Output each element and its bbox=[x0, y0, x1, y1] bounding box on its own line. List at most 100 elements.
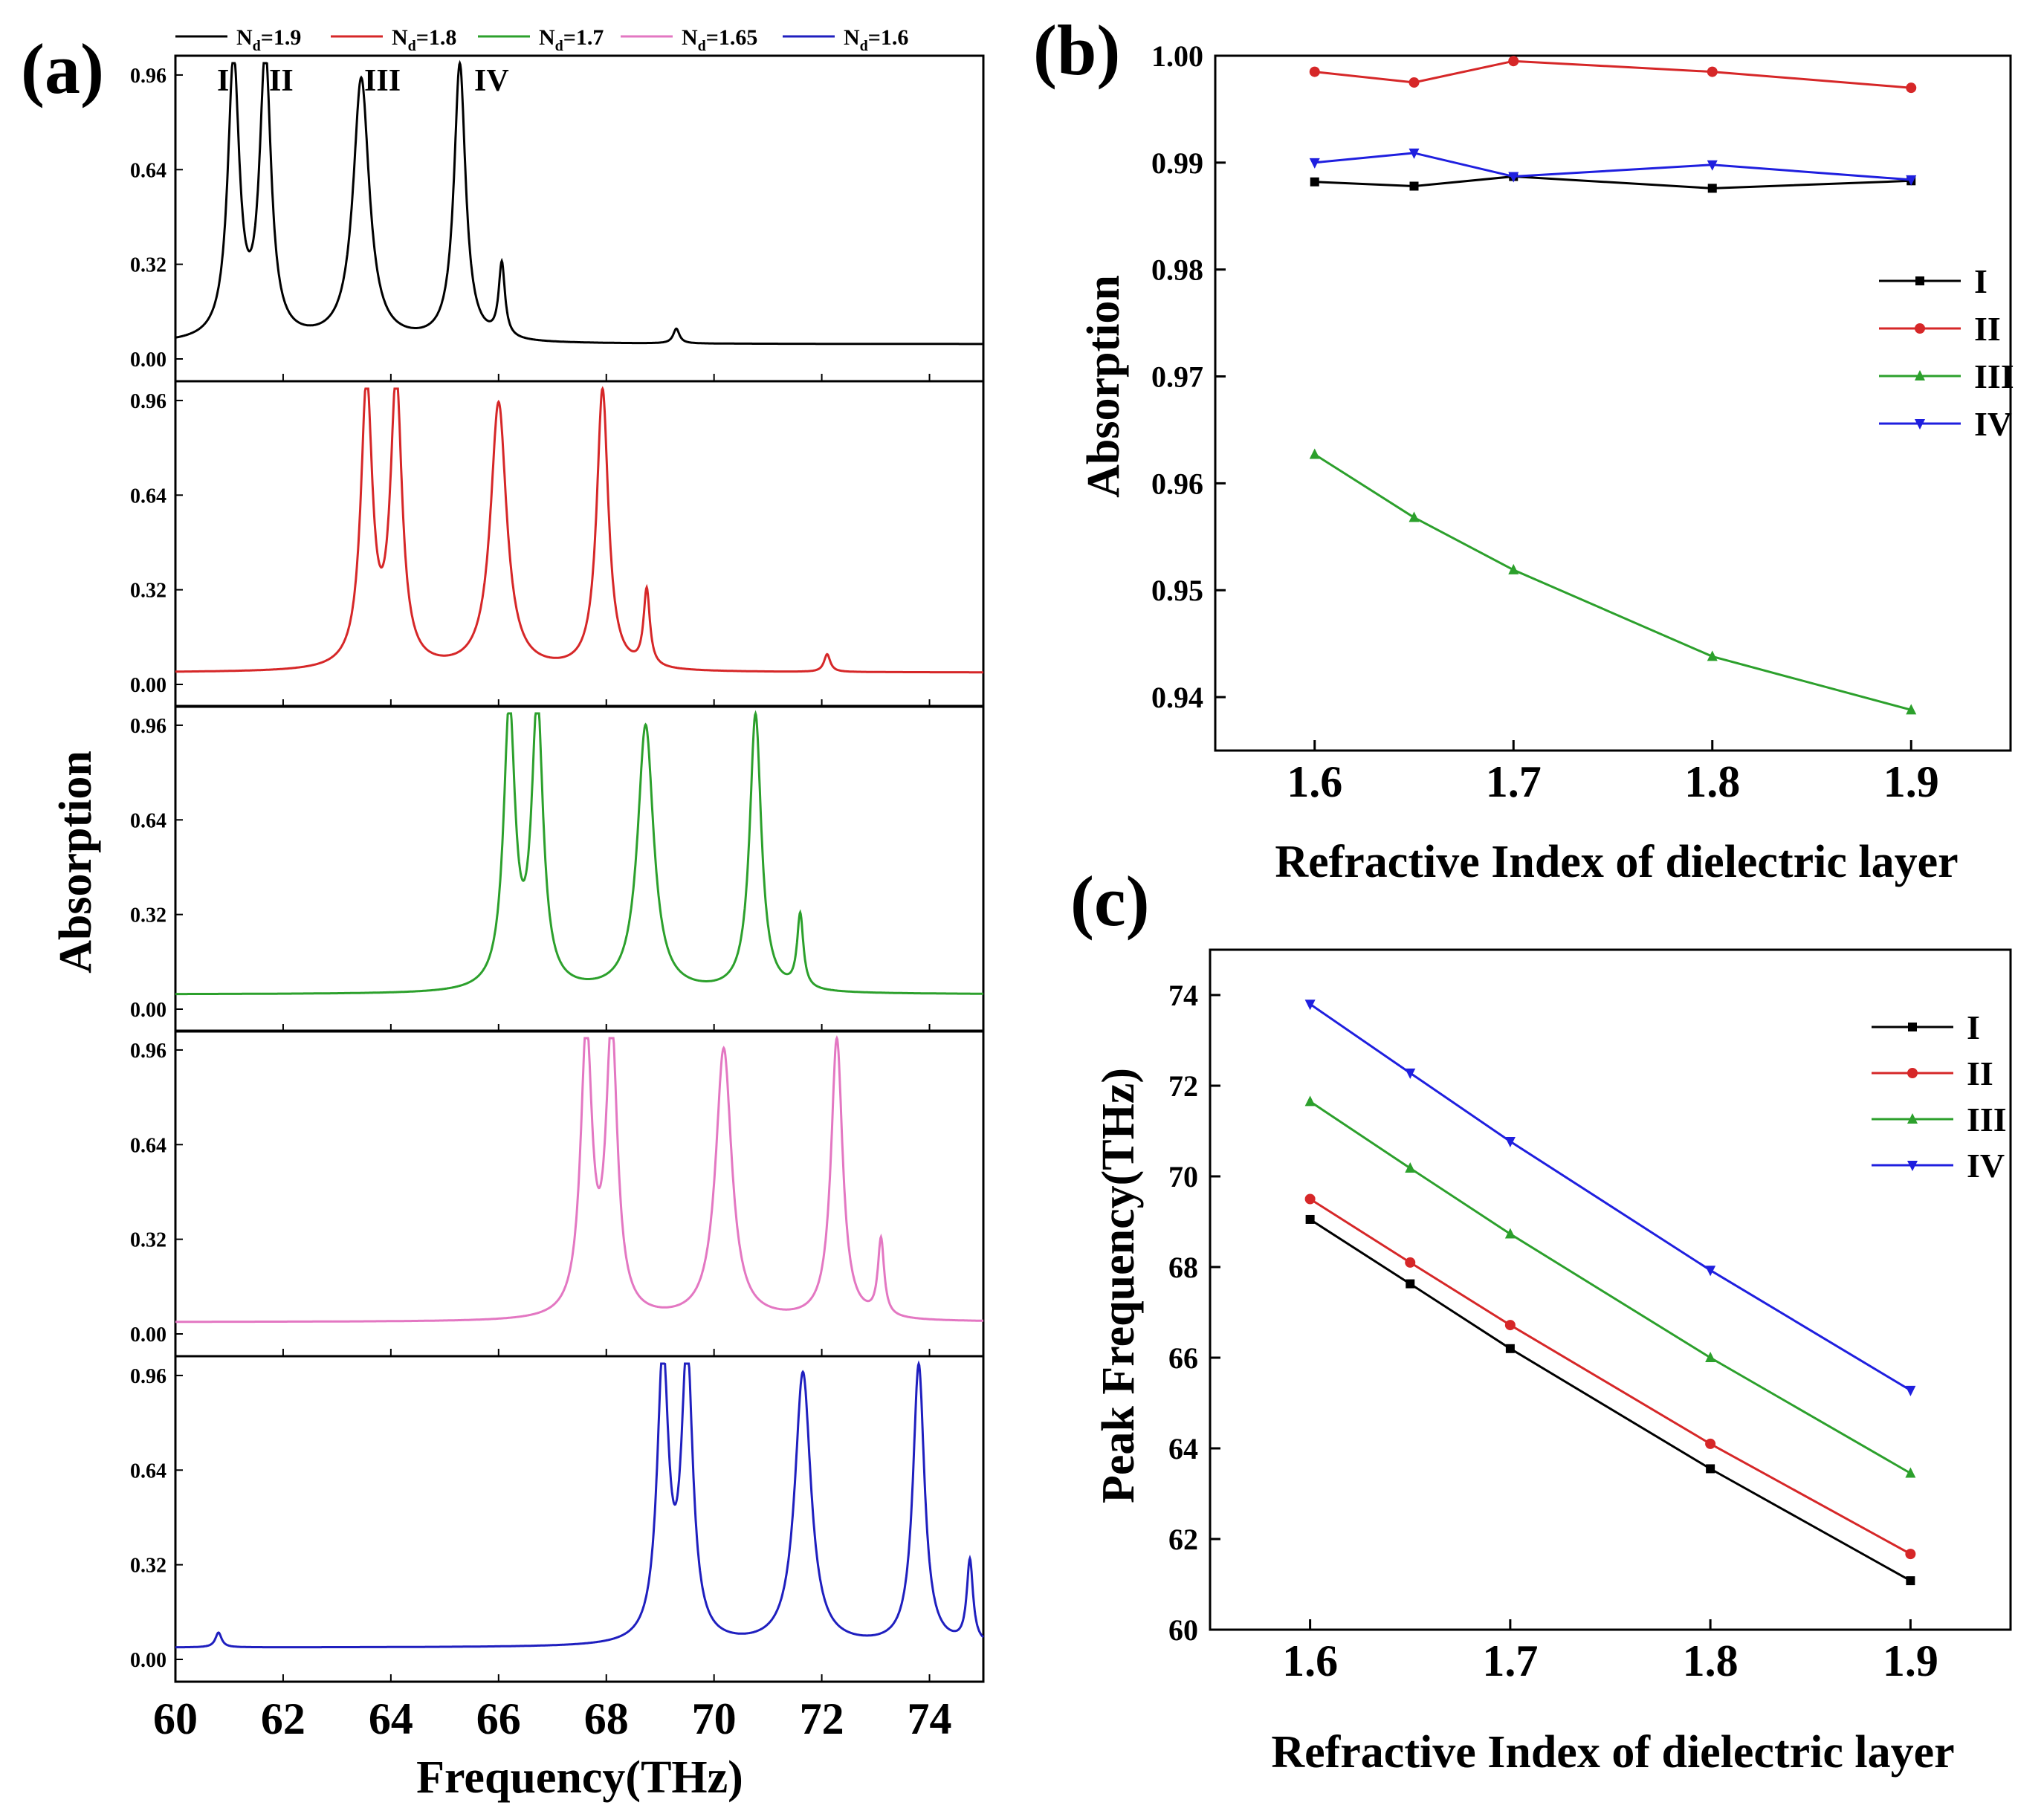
peak-label-1: I bbox=[217, 64, 229, 98]
panel-label-c: (c) bbox=[1070, 861, 1150, 941]
legend-marker-II bbox=[1915, 323, 1925, 334]
legend-label-5: Nd=1.6 bbox=[844, 25, 908, 54]
y-axis-title-a: Absorption bbox=[51, 751, 101, 973]
y-axis-title-c: Peak Frequency(THz) bbox=[1093, 1068, 1144, 1503]
y-axis-title-b: Absorption bbox=[1078, 275, 1129, 498]
data-point-IV bbox=[1905, 1385, 1916, 1396]
panel-label-b: (b) bbox=[1033, 10, 1120, 90]
series-line-5 bbox=[175, 1360, 985, 1649]
x-tick-label: 64 bbox=[369, 1694, 413, 1743]
data-point-I bbox=[1310, 177, 1319, 187]
data-point-I bbox=[1706, 1464, 1715, 1474]
legend-value: =1.8 bbox=[416, 25, 457, 50]
data-point-II bbox=[1405, 1257, 1416, 1268]
y-tick-label: 0.32 bbox=[130, 1229, 166, 1252]
legend-marker-III bbox=[1915, 370, 1925, 380]
legend-subscript: d bbox=[698, 38, 706, 54]
data-point-II bbox=[1309, 66, 1320, 77]
x-tick-label: 66 bbox=[476, 1694, 521, 1743]
y-tick-label: 0.94 bbox=[1151, 681, 1203, 714]
data-point-III bbox=[1405, 1162, 1416, 1173]
legend-a: Nd=1.9 Nd=1.8 Nd=1.7 Nd=1.65 Nd=1.6 bbox=[175, 25, 908, 54]
data-point-IV bbox=[1504, 1137, 1516, 1148]
y-tick-label: 72 bbox=[1168, 1069, 1198, 1103]
data-point-I bbox=[1406, 1279, 1415, 1289]
legend-label-4: Nd=1.65 bbox=[682, 25, 757, 54]
data-point-II bbox=[1906, 82, 1917, 94]
x-axis-title-a: Frequency(THz) bbox=[416, 1752, 743, 1803]
legend-subscript: d bbox=[253, 38, 261, 54]
subplot-frame-2 bbox=[174, 380, 985, 708]
plot-frame bbox=[1209, 948, 2012, 1631]
y-tick-label: 0.97 bbox=[1151, 360, 1203, 394]
x-tick-label: 1.6 bbox=[1282, 1636, 1338, 1685]
x-tick-label: 72 bbox=[800, 1694, 844, 1743]
legend-value: =1.7 bbox=[563, 25, 604, 50]
y-tick-label: 0.96 bbox=[130, 1040, 166, 1063]
data-point-III bbox=[1905, 1467, 1916, 1478]
y-tick-label: 0.96 bbox=[130, 1365, 166, 1388]
legend-label-I: I bbox=[1974, 262, 1988, 300]
data-point-I bbox=[1906, 1576, 1915, 1586]
data-point-IV bbox=[1906, 175, 1917, 186]
y-tick-label: 0.96 bbox=[1151, 467, 1203, 500]
y-tick-label: 0.00 bbox=[130, 1324, 166, 1347]
data-point-III bbox=[1906, 704, 1917, 715]
data-point-III bbox=[1707, 650, 1718, 661]
peak-label-3: III bbox=[364, 64, 401, 98]
legend-prefix: N bbox=[682, 25, 698, 50]
legend-marker-II bbox=[1907, 1068, 1918, 1078]
data-point-II bbox=[1705, 1438, 1716, 1449]
y-tick-label: 0.00 bbox=[130, 1649, 166, 1672]
data-point-III bbox=[1304, 1095, 1316, 1107]
legend-subscript: d bbox=[408, 38, 416, 54]
x-tick-label: 1.7 bbox=[1486, 757, 1542, 806]
data-point-III bbox=[1309, 448, 1320, 459]
legend-label-III: III bbox=[1974, 357, 2014, 395]
data-point-II bbox=[1707, 66, 1718, 77]
data-point-IV bbox=[1705, 1266, 1716, 1277]
x-tick-label: 74 bbox=[908, 1694, 952, 1743]
panel-label-a: (a) bbox=[21, 29, 104, 108]
y-tick-label: 0.95 bbox=[1151, 574, 1203, 607]
series-line-IV bbox=[1314, 152, 1912, 181]
series-line-III bbox=[1309, 1101, 1912, 1474]
subplot-frame-1 bbox=[174, 54, 985, 383]
legend-label-IV: IV bbox=[1974, 405, 2012, 443]
data-point-IV bbox=[1405, 1068, 1416, 1079]
legend-value: =1.6 bbox=[868, 25, 909, 50]
legend-subscript: d bbox=[555, 38, 563, 54]
series-line-I bbox=[1309, 1218, 1912, 1582]
legend-prefix: N bbox=[844, 25, 860, 50]
data-point-III bbox=[1504, 1228, 1516, 1239]
data-point-I bbox=[1409, 181, 1419, 191]
y-tick-label: 0.64 bbox=[130, 809, 166, 832]
y-tick-label: 68 bbox=[1168, 1251, 1198, 1284]
y-tick-label: 0.96 bbox=[130, 390, 166, 413]
series-line-II bbox=[1309, 1198, 1912, 1555]
legend-value: =1.9 bbox=[261, 25, 302, 50]
series-line-1 bbox=[175, 59, 983, 346]
y-tick-label: 0.96 bbox=[130, 715, 166, 738]
y-tick-label: 0.64 bbox=[130, 485, 166, 508]
legend-label-III: III bbox=[1967, 1101, 2007, 1138]
x-tick-label: 68 bbox=[584, 1694, 629, 1743]
y-tick-label: 0.99 bbox=[1151, 146, 1203, 180]
legend-label-II: II bbox=[1974, 310, 2001, 348]
data-point-III bbox=[1705, 1352, 1716, 1362]
subplot-frame-5 bbox=[174, 1355, 985, 1683]
y-tick-label: 0.64 bbox=[130, 159, 166, 182]
subplot-frame-4 bbox=[174, 1029, 985, 1358]
legend-prefix: N bbox=[392, 25, 408, 50]
y-tick-label: 0.00 bbox=[130, 349, 166, 372]
y-tick-label: 70 bbox=[1168, 1160, 1198, 1193]
y-tick-label: 0.64 bbox=[130, 1460, 166, 1483]
legend-prefix: N bbox=[236, 25, 253, 50]
data-point-II bbox=[1508, 56, 1519, 67]
y-tick-label: 0.00 bbox=[130, 674, 166, 697]
legend-marker-I bbox=[1908, 1023, 1917, 1031]
data-point-IV bbox=[1309, 158, 1320, 169]
chart-b: 0.94 0.95 0.96 0.97 0.98 0.99 1.00 1.6 1.7 1.8 1.9… bbox=[1078, 39, 2014, 887]
x-tick-label: 1.8 bbox=[1683, 1636, 1739, 1685]
x-axis-title-b: Refractive Index of dielectric layer bbox=[1275, 837, 1958, 887]
